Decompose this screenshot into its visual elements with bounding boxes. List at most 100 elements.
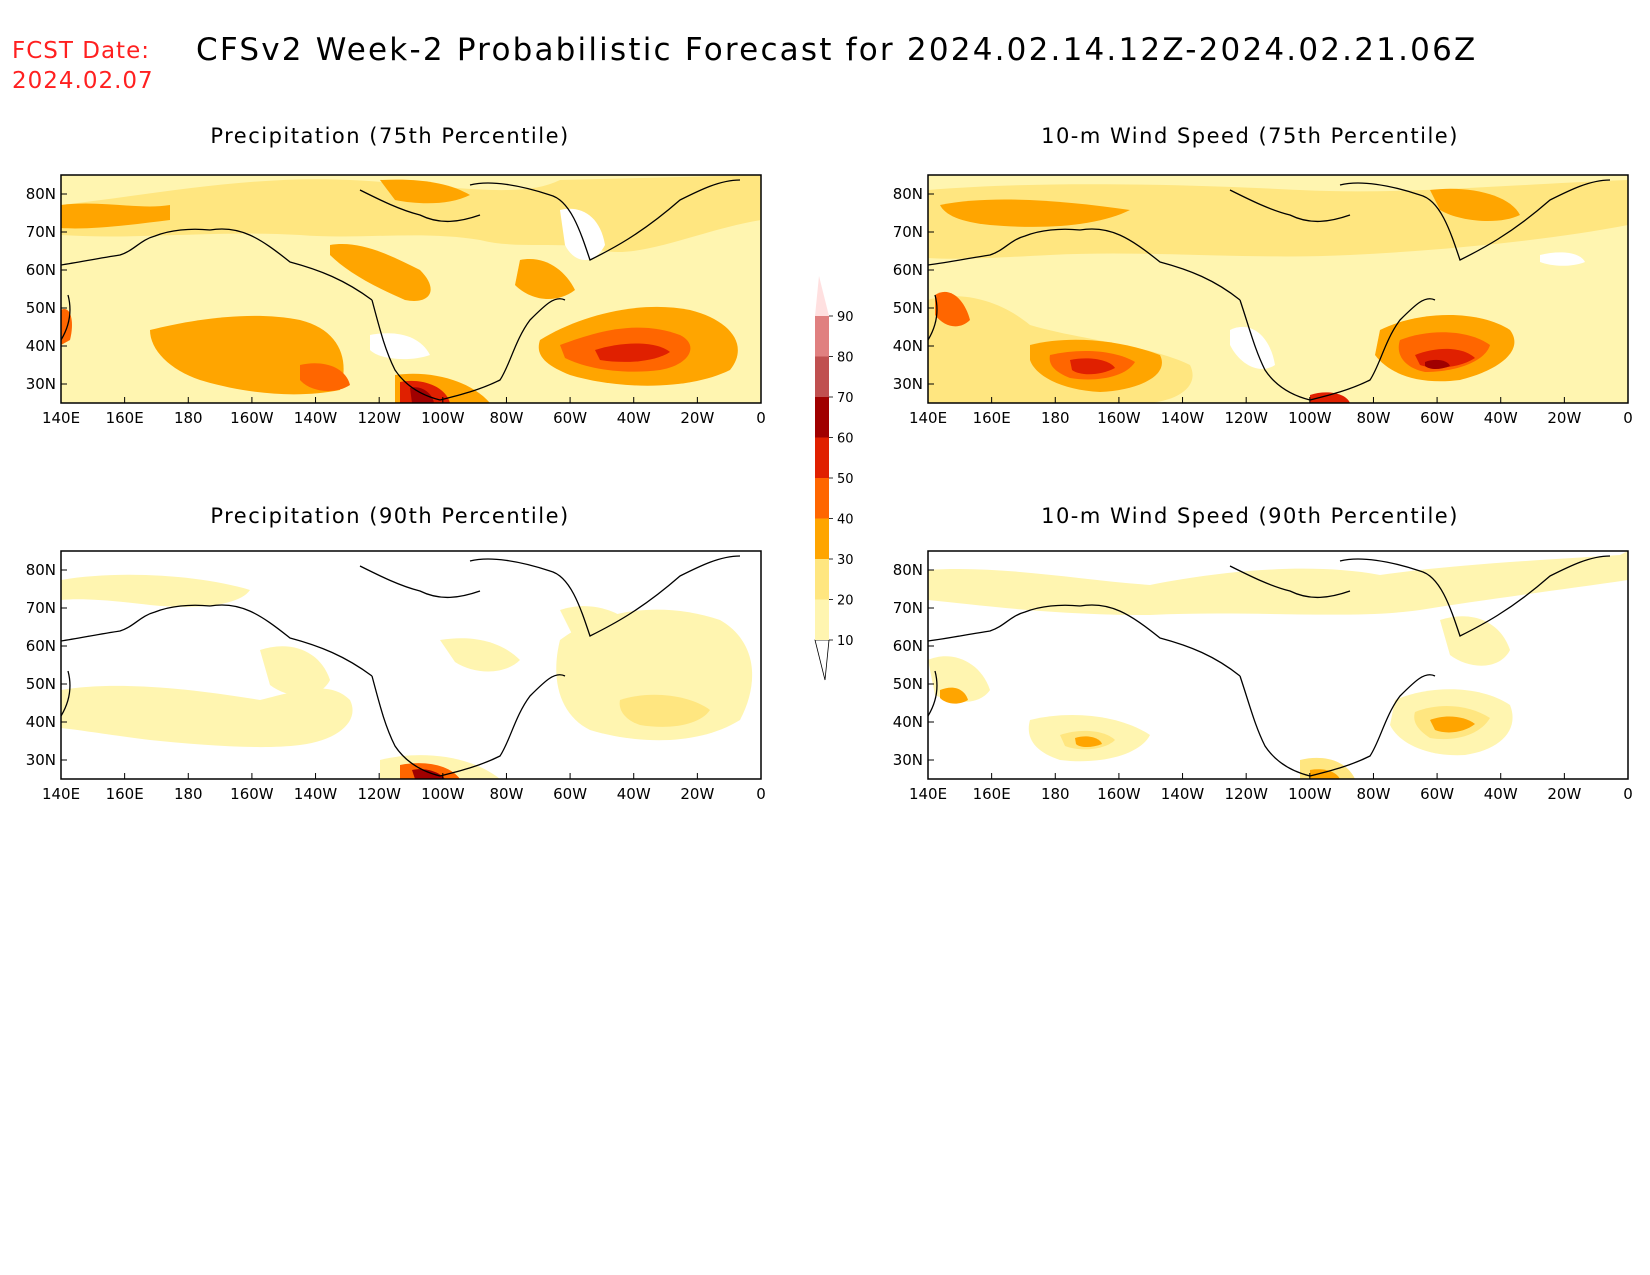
- lon-tick-label: 60W: [1420, 785, 1454, 803]
- page-title: CFSv2 Week-2 Probabilistic Forecast for …: [196, 32, 1478, 68]
- lon-tick-label: 80W: [1356, 409, 1390, 427]
- colorbar-level-label: 30: [837, 553, 854, 568]
- precip-90-frame: [60, 550, 762, 780]
- lat-tick-label: 50N: [26, 675, 56, 693]
- map-panel-wind-90: [927, 550, 1629, 780]
- lat-tick-label: 60N: [893, 637, 923, 655]
- lon-tick-label: 0: [756, 409, 766, 427]
- panel-title-wind-75: 10-m Wind Speed (75th Percentile): [1041, 124, 1459, 148]
- lon-tick-label: 160E: [973, 409, 1011, 427]
- lon-tick-label: 180: [1041, 409, 1070, 427]
- lat-tick-label: 60N: [26, 637, 56, 655]
- colorbar-level-label: 10: [837, 634, 854, 649]
- lon-tick-label: 120W: [357, 785, 401, 803]
- lon-tick-label: 140W: [1161, 785, 1205, 803]
- colorbar-upper-extension: [815, 276, 829, 316]
- lon-tick-label: 20W: [680, 785, 714, 803]
- lon-tick-label: 120W: [1224, 409, 1268, 427]
- lon-tick-label: 120W: [1224, 785, 1268, 803]
- lon-tick-label: 140W: [294, 409, 338, 427]
- colorbar-swatch: [815, 397, 829, 438]
- panel-title-precip-90: Precipitation (90th Percentile): [210, 504, 570, 528]
- map-panel-wind-75: [927, 174, 1629, 404]
- lon-tick-label: 160W: [1097, 785, 1141, 803]
- lon-tick-label: 160E: [106, 785, 144, 803]
- lat-tick-label: 40N: [26, 337, 56, 355]
- lon-tick-label: 20W: [680, 409, 714, 427]
- wind-75-field: [928, 175, 1628, 403]
- lon-tick-label: 160W: [1097, 409, 1141, 427]
- lat-tick-label: 70N: [26, 223, 56, 241]
- lon-tick-label: 60W: [553, 785, 587, 803]
- colorbar-level-label: 40: [837, 513, 854, 528]
- lat-tick-label: 80N: [893, 561, 923, 579]
- lon-tick-label: 80W: [1356, 785, 1390, 803]
- colorbar-level-label: 50: [837, 472, 854, 487]
- wind-75-coastlines: [928, 179, 1611, 401]
- wind-75-frame: [927, 174, 1629, 404]
- lon-tick-label: 40W: [617, 785, 651, 803]
- lon-tick-label: 140E: [42, 409, 80, 427]
- panel-title-wind-90: 10-m Wind Speed (90th Percentile): [1041, 504, 1459, 528]
- lat-tick-label: 80N: [26, 185, 56, 203]
- colorbar-level-label: 70: [837, 391, 854, 406]
- lon-tick-label: 80W: [489, 785, 523, 803]
- lon-tick-label: 140W: [1161, 409, 1205, 427]
- colorbar-swatch: [815, 437, 829, 478]
- lon-tick-label: 40W: [1484, 409, 1518, 427]
- lat-tick-label: 40N: [893, 713, 923, 731]
- lat-tick-label: 60N: [26, 261, 56, 279]
- lon-tick-label: 80W: [489, 409, 523, 427]
- panel-title-precip-75: Precipitation (75th Percentile): [210, 124, 570, 148]
- lon-tick-label: 100W: [421, 785, 465, 803]
- fcst-date-caption: FCST Date:: [12, 38, 150, 64]
- lon-tick-label: 0: [756, 785, 766, 803]
- lon-tick-label: 40W: [1484, 785, 1518, 803]
- lat-tick-label: 70N: [893, 599, 923, 617]
- precip-75-field: [61, 175, 761, 403]
- lat-tick-label: 60N: [893, 261, 923, 279]
- wind-90-frame: [927, 550, 1629, 780]
- axis-labels: 140E 160E 180 160W 140W 120W 100W 80W 60W 40W 20W 0…: [26, 185, 1633, 803]
- colorbar-level-label: 90: [837, 310, 854, 325]
- lon-tick-label: 140W: [294, 785, 338, 803]
- map-panel-precip-90: [60, 550, 762, 780]
- lon-tick-label: 100W: [421, 409, 465, 427]
- lat-tick-label: 80N: [26, 561, 56, 579]
- precip-90-coastlines: [61, 555, 741, 777]
- precip-75-coastlines: [61, 179, 741, 401]
- lon-tick-label: 140E: [42, 785, 80, 803]
- lon-tick-label: 180: [174, 409, 203, 427]
- lon-tick-label: 160E: [973, 785, 1011, 803]
- colorbar-level-label: 20: [837, 594, 854, 609]
- wind-90-field: [928, 551, 1628, 779]
- colorbar-level-label: 60: [837, 432, 854, 447]
- fcst-date-value: 2024.02.07: [12, 68, 154, 94]
- lat-tick-label: 30N: [893, 375, 923, 393]
- lon-tick-label: 100W: [1288, 785, 1332, 803]
- colorbar-lower-extension: [814, 639, 830, 681]
- lat-tick-label: 30N: [26, 375, 56, 393]
- lat-tick-label: 70N: [893, 223, 923, 241]
- lon-tick-label: 20W: [1547, 409, 1581, 427]
- lat-tick-label: 30N: [26, 751, 56, 769]
- lon-tick-label: 60W: [1420, 409, 1454, 427]
- precip-75-frame: [60, 174, 762, 404]
- lat-tick-label: 50N: [893, 675, 923, 693]
- colorbar-swatch: [815, 478, 829, 519]
- lat-tick-label: 40N: [26, 713, 56, 731]
- lon-tick-label: 0: [1623, 785, 1633, 803]
- lon-tick-label: 160W: [230, 785, 274, 803]
- colorbar: 10 20 30 40 50 60 70 80 90: [814, 276, 854, 681]
- lon-tick-label: 100W: [1288, 409, 1332, 427]
- lon-tick-label: 20W: [1547, 785, 1581, 803]
- lon-tick-label: 140E: [909, 785, 947, 803]
- colorbar-swatch: [815, 518, 829, 559]
- lat-tick-label: 70N: [26, 599, 56, 617]
- lon-tick-label: 160E: [106, 409, 144, 427]
- map-panel-precip-75: [60, 174, 762, 404]
- lon-tick-label: 60W: [553, 409, 587, 427]
- colorbar-swatch: [815, 559, 829, 600]
- colorbar-swatch: [815, 356, 829, 397]
